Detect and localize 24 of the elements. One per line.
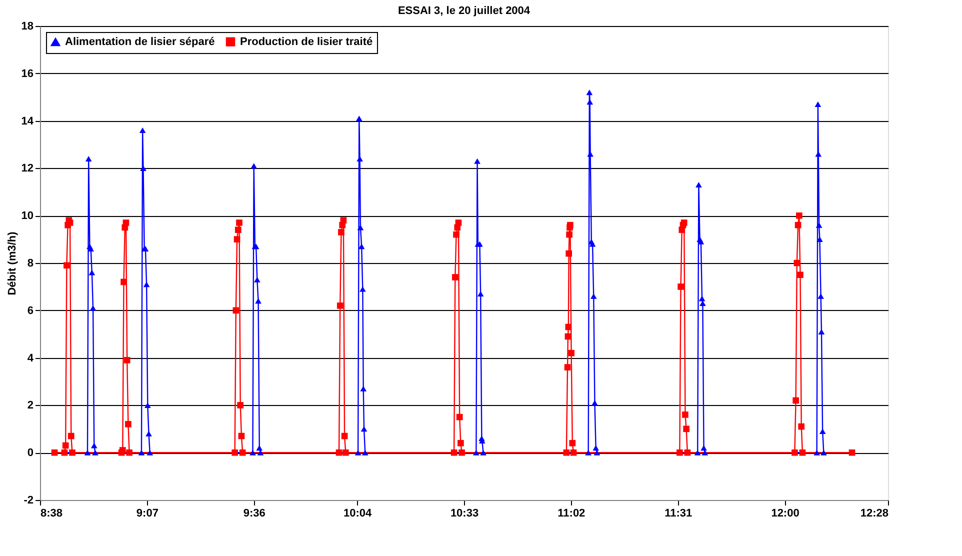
- x-tick-label: 12:00: [771, 508, 800, 520]
- y-tick-label: 0: [27, 447, 34, 460]
- legend-label: Alimentation de lisier séparé: [65, 36, 215, 48]
- x-tick-label: 8:38: [40, 508, 63, 520]
- x-tick-label: 11:31: [664, 508, 692, 520]
- y-tick-label: 4: [27, 352, 34, 364]
- y-tick-label: 12: [21, 162, 34, 175]
- chart-title: ESSAI 3, le 20 juillet 2004: [398, 5, 531, 17]
- y-tick-label: 2: [27, 400, 34, 412]
- x-tick-label: 12:28: [860, 508, 888, 520]
- y-tick-label: 14: [21, 115, 34, 128]
- y-tick-label: 10: [21, 210, 34, 222]
- x-tick-label: 10:04: [344, 508, 373, 520]
- legend-label: Production de lisier traité: [240, 36, 373, 48]
- y-tick-label: 8: [27, 258, 34, 270]
- y-tick-label: 16: [21, 68, 34, 80]
- y-tick-label: 18: [21, 20, 34, 32]
- y-tick-label: -2: [24, 494, 34, 506]
- x-tick-label: 9:36: [243, 508, 266, 520]
- x-tick-label: 9:07: [136, 508, 158, 520]
- y-tick-label: 6: [27, 304, 34, 317]
- x-tick-label: 11:02: [558, 508, 586, 520]
- x-tick-label: 10:33: [450, 508, 479, 520]
- y-axis-title: Débit (m3/h): [6, 231, 18, 296]
